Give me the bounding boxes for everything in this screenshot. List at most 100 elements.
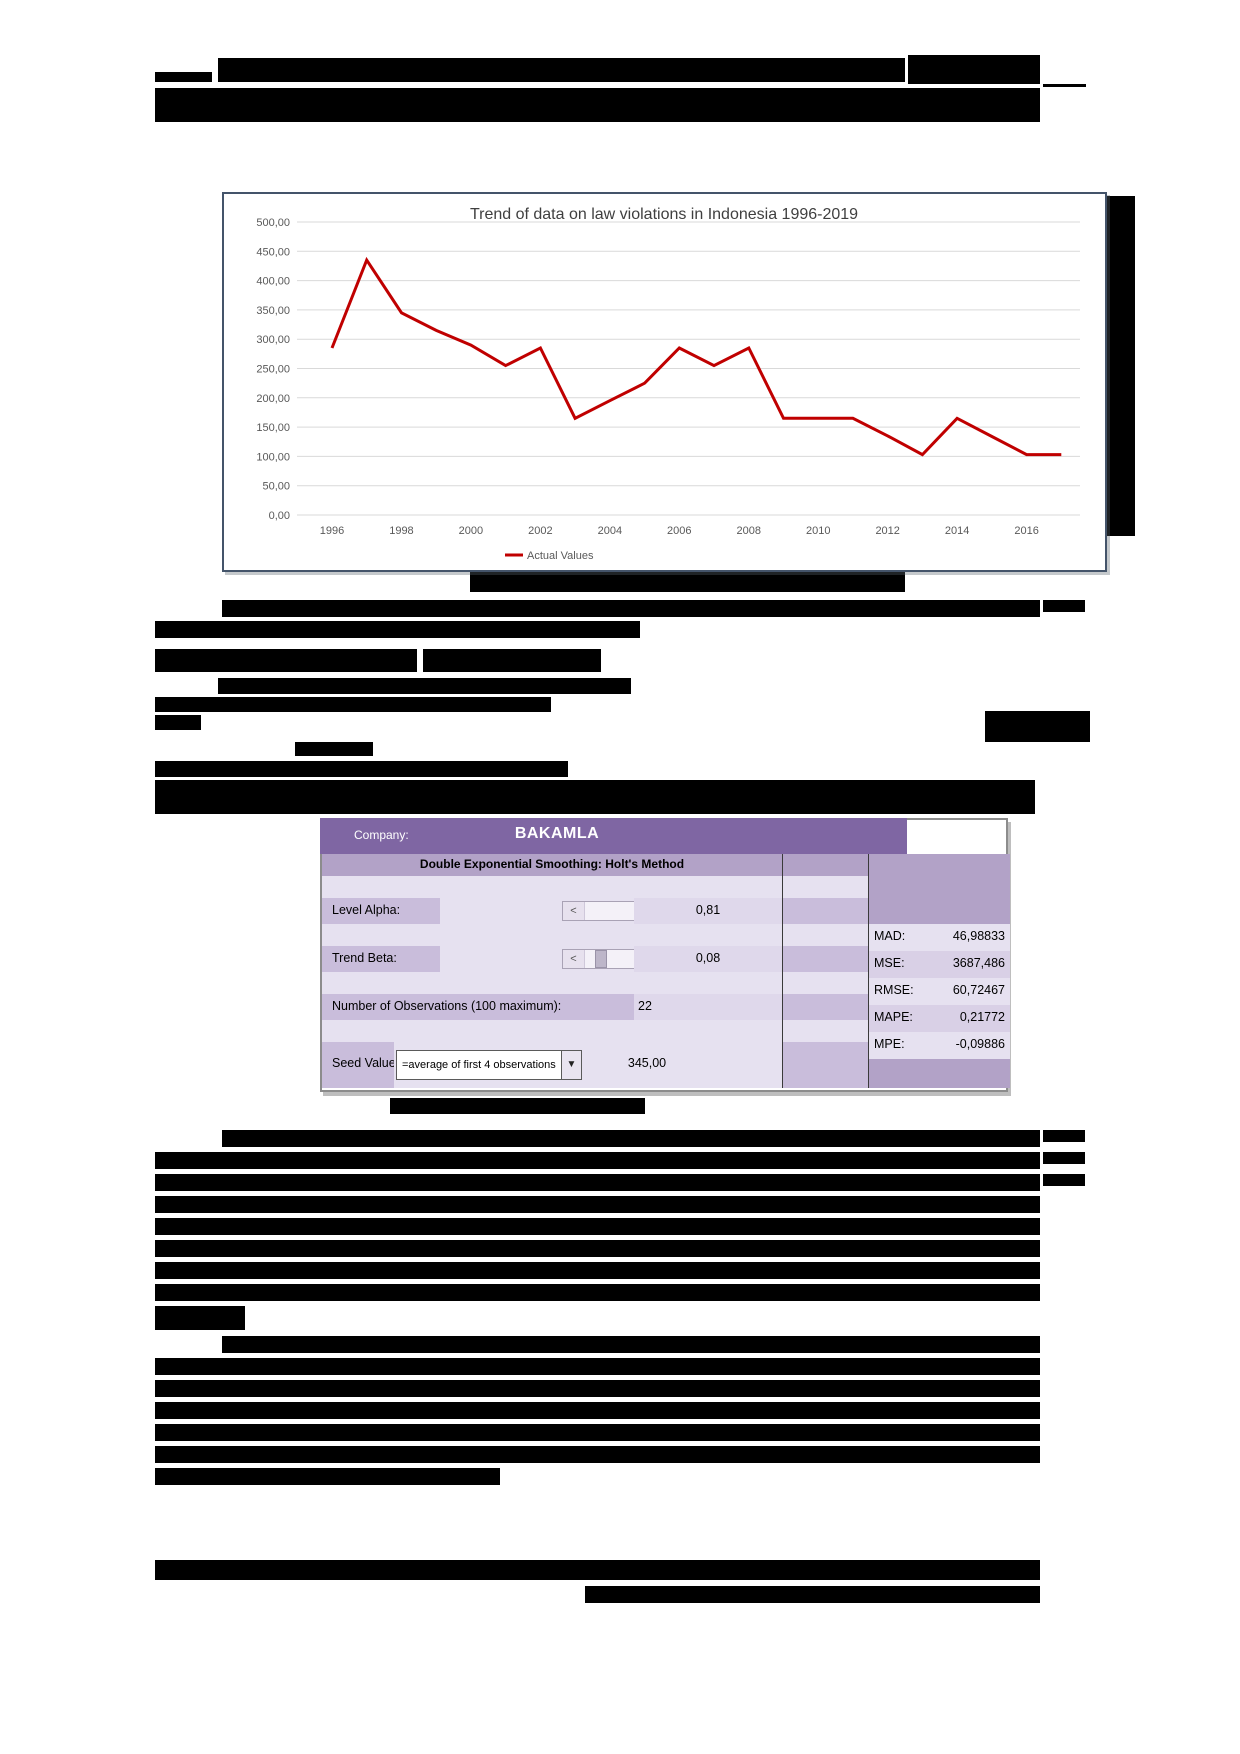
stats-header-band bbox=[869, 854, 1010, 924]
stat-value: -0,09886 bbox=[955, 1037, 1005, 1051]
trend-beta-track[interactable] bbox=[585, 950, 727, 968]
y-axis-tick-label: 150,00 bbox=[256, 422, 290, 434]
level-alpha-label: Level Alpha: bbox=[322, 898, 440, 924]
x-axis-tick-label: 1996 bbox=[320, 525, 344, 537]
stat-row: RMSE: 60,72467 bbox=[869, 978, 1010, 1005]
redacted-text-block bbox=[155, 1218, 1040, 1235]
redacted-text-block bbox=[155, 715, 201, 730]
y-axis-tick-label: 350,00 bbox=[256, 305, 290, 317]
x-axis-tick-label: 2016 bbox=[1014, 525, 1038, 537]
redacted-text-block bbox=[1107, 196, 1135, 536]
x-axis-tick-label: 2014 bbox=[945, 525, 969, 537]
y-axis-tick-label: 400,00 bbox=[256, 276, 290, 288]
redacted-text-block bbox=[908, 55, 1040, 84]
redacted-text-block bbox=[155, 1152, 1040, 1169]
level-alpha-scroll-cell: < > bbox=[440, 898, 748, 924]
y-axis-tick-label: 50,00 bbox=[262, 481, 290, 493]
panel-header: Company: BAKAMLA bbox=[320, 818, 907, 854]
redacted-text-block bbox=[155, 1262, 1040, 1279]
seed-dropdown-value: =average of first 4 observations bbox=[402, 1059, 556, 1071]
y-axis-tick-label: 250,00 bbox=[256, 364, 290, 376]
redacted-text-block bbox=[222, 600, 1040, 617]
scroll-left-icon[interactable]: < bbox=[563, 950, 585, 968]
actual-values-line bbox=[330, 256, 1062, 457]
stats-footer-band bbox=[869, 1059, 1010, 1088]
seed-value-amount: 345,00 bbox=[627, 1056, 667, 1070]
stat-value: 0,21772 bbox=[959, 1010, 1005, 1024]
redacted-text-block bbox=[155, 1560, 1040, 1580]
x-axis-tick-label: 2010 bbox=[806, 525, 830, 537]
stat-label: RMSE: bbox=[874, 983, 914, 997]
redacted-text-block bbox=[155, 780, 1035, 814]
redacted-text-block bbox=[155, 697, 551, 712]
redacted-text-block bbox=[155, 1402, 1040, 1419]
redacted-text-block bbox=[470, 571, 905, 592]
x-axis-tick-label: 2008 bbox=[737, 525, 761, 537]
stat-label: MAD: bbox=[874, 929, 906, 943]
observations-value-cell bbox=[634, 994, 782, 1020]
trend-beta-value: 0,08 bbox=[634, 946, 782, 972]
redacted-text-block bbox=[295, 742, 373, 756]
redacted-text-block bbox=[218, 58, 905, 82]
x-axis-tick-label: 2012 bbox=[875, 525, 899, 537]
dropdown-arrow-icon[interactable]: ▼ bbox=[561, 1051, 581, 1079]
observations-row: Number of Observations (100 maximum): 22 bbox=[322, 994, 868, 1020]
x-axis-tick-label: 2002 bbox=[528, 525, 552, 537]
y-axis-tick-label: 100,00 bbox=[256, 451, 290, 463]
scroll-left-icon[interactable]: < bbox=[563, 902, 585, 920]
level-alpha-value: 0,81 bbox=[634, 898, 782, 924]
line-chart: 0,00 50,00 100,00 150,00 200,00 250,00 300,00 3… bbox=[256, 206, 1080, 562]
stat-row: MPE: -0,09886 bbox=[869, 1032, 1010, 1059]
redacted-text-block bbox=[155, 1284, 1040, 1301]
redacted-text-block bbox=[155, 1196, 1040, 1213]
redacted-text-block bbox=[155, 1174, 1040, 1191]
y-axis-tick-label: 500,00 bbox=[256, 217, 290, 229]
panel-divider bbox=[782, 854, 783, 1088]
seed-value-row: Seed Value: =average of first 4 observat… bbox=[322, 1042, 868, 1088]
redacted-text-block bbox=[155, 1240, 1040, 1257]
trend-beta-thumb[interactable] bbox=[595, 950, 607, 968]
observations-label: Number of Observations (100 maximum): bbox=[322, 994, 634, 1020]
redacted-text-block bbox=[1043, 1152, 1085, 1164]
y-axis-tick-label: 0,00 bbox=[269, 510, 290, 522]
seed-value-dropdown[interactable]: =average of first 4 observations ▼ bbox=[396, 1050, 582, 1080]
redacted-text-block bbox=[155, 1306, 245, 1330]
observations-value: 22 bbox=[638, 999, 652, 1013]
stat-label: MAPE: bbox=[874, 1010, 913, 1024]
redacted-text-block bbox=[423, 649, 601, 672]
stat-value: 60,72467 bbox=[952, 983, 1005, 997]
redacted-text-block bbox=[1043, 1174, 1085, 1186]
error-stats-block: MAD: 46,98833 MSE: 3687,486 RMSE: 60,72467 MAP… bbox=[868, 854, 1010, 1088]
trend-beta-label: Trend Beta: bbox=[322, 946, 440, 972]
redacted-text-block bbox=[1043, 600, 1085, 612]
level-alpha-row: Level Alpha: < > 0,81 bbox=[322, 898, 868, 924]
redacted-text-block bbox=[155, 88, 1040, 122]
redacted-text-block bbox=[155, 1446, 1040, 1463]
legend-label: Actual Values bbox=[527, 550, 594, 562]
stat-row: MAPE: 0,21772 bbox=[869, 1005, 1010, 1032]
method-title: Double Exponential Smoothing: Holt's Met… bbox=[419, 857, 685, 871]
trend-beta-scroll-cell: < > bbox=[440, 946, 748, 972]
panel-row-band bbox=[322, 876, 868, 898]
stat-row: MSE: 3687,486 bbox=[869, 951, 1010, 978]
trend-chart-figure: 0,00 50,00 100,00 150,00 200,00 250,00 300,00 3… bbox=[222, 192, 1107, 572]
x-axis-tick-label: 2000 bbox=[459, 525, 483, 537]
company-label: Company: bbox=[354, 828, 409, 842]
redacted-text-block bbox=[155, 72, 212, 82]
panel-row-band bbox=[322, 1020, 868, 1042]
redacted-text-block bbox=[1043, 1130, 1085, 1142]
redacted-text-block bbox=[985, 711, 1090, 742]
x-axis-tick-label: 2004 bbox=[598, 525, 622, 537]
y-axis-tick-label: 200,00 bbox=[256, 393, 290, 405]
redacted-text-block bbox=[390, 1098, 645, 1114]
stat-row: MAD: 46,98833 bbox=[869, 924, 1010, 951]
redacted-text-block bbox=[222, 1336, 1040, 1353]
holt-method-panel: Company: BAKAMLA Double Exponential Smoo… bbox=[320, 818, 1010, 1092]
stat-label: MPE: bbox=[874, 1037, 905, 1051]
redacted-text-block bbox=[222, 1130, 1040, 1147]
stat-label: MSE: bbox=[874, 956, 905, 970]
y-axis-tick-label: 450,00 bbox=[256, 246, 290, 258]
stat-value: 46,98833 bbox=[952, 929, 1005, 943]
trend-beta-row: Trend Beta: < > 0,08 bbox=[322, 946, 868, 972]
